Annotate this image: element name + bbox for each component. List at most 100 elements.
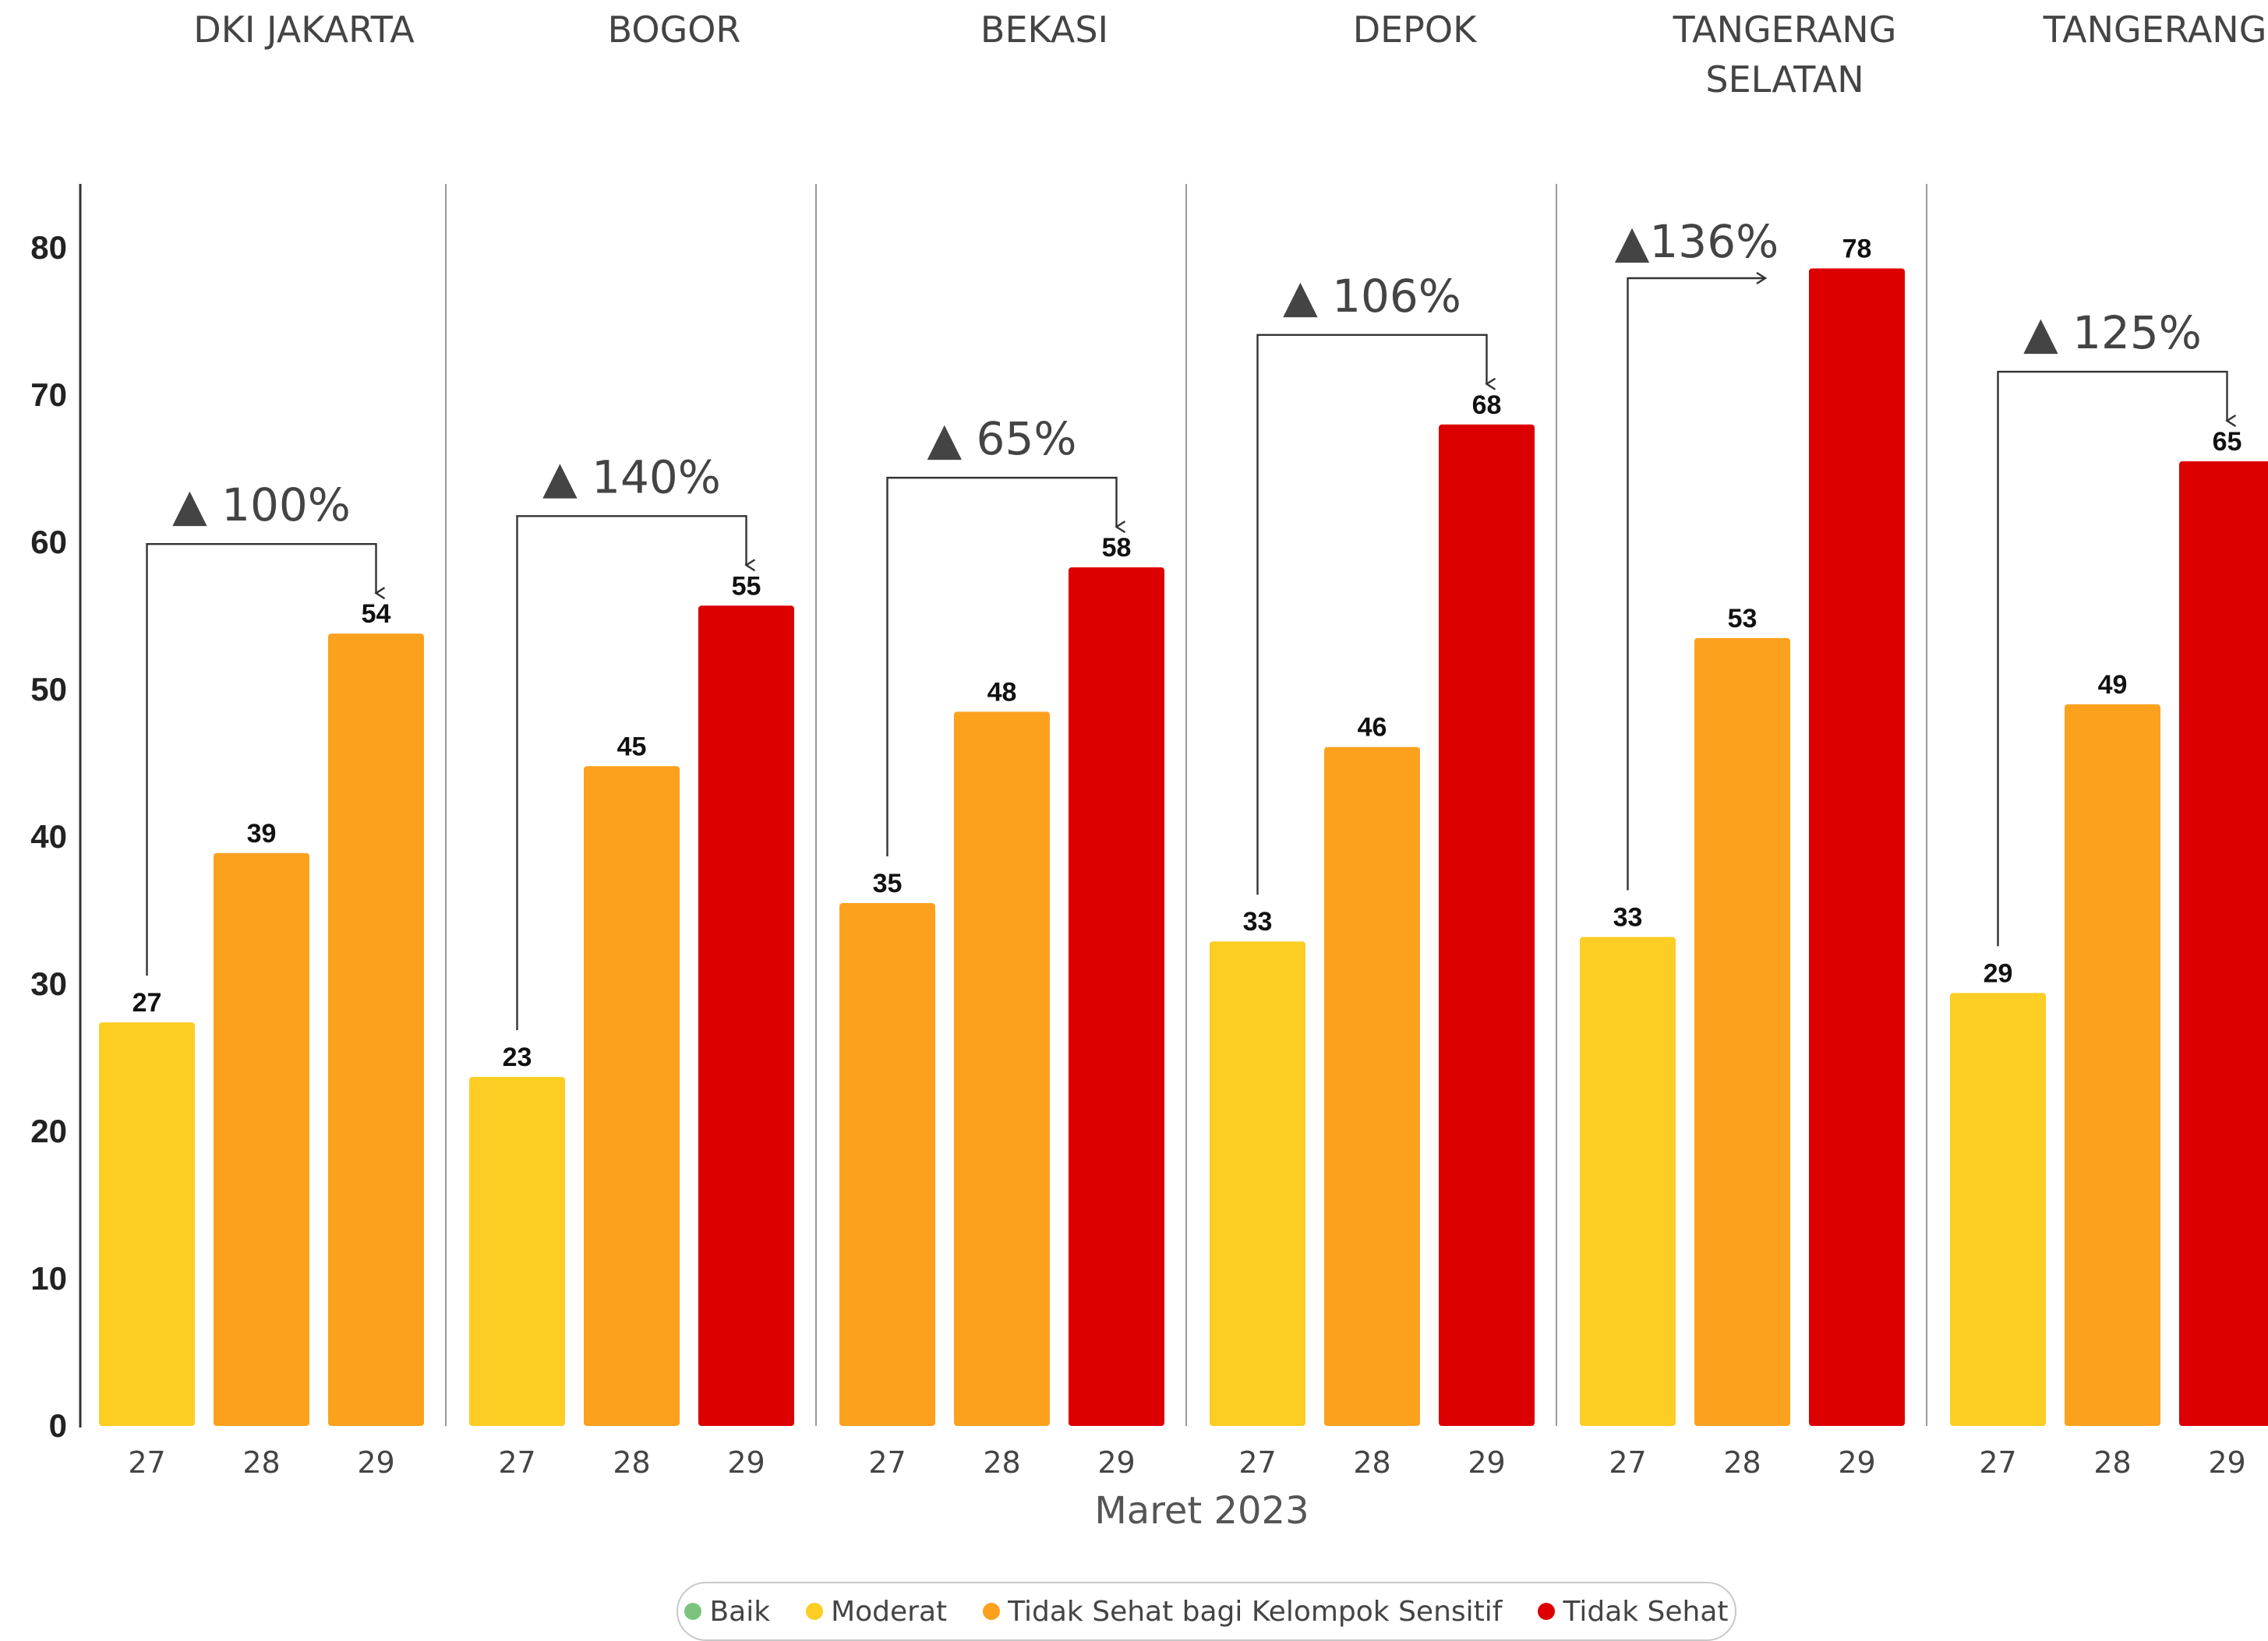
panel-tangerang-selatan: TANGERANG SELATAN 33 27 53 28 78 29 ▲136% [1556, 9, 1905, 1480]
y-tick-label: 10 [30, 1260, 67, 1297]
x-tick-label: 27 [868, 1445, 906, 1480]
bar [1580, 937, 1676, 1426]
bar-value-label: 78 [1842, 234, 1872, 263]
bar [1324, 746, 1420, 1426]
bar-value-label: 68 [1472, 390, 1502, 420]
panel-title: DKI JAKARTA [193, 9, 415, 51]
bar-value-label: 33 [1243, 907, 1273, 937]
bar [1950, 993, 2046, 1426]
bar-value-label: 27 [132, 988, 162, 1018]
bar-value-label: 53 [1728, 604, 1758, 633]
panel-title: SELATAN [1705, 58, 1864, 101]
x-tick-label: 28 [2093, 1445, 2131, 1480]
y-axis: 0 10 20 30 40 50 60 70 80 [30, 184, 82, 1444]
change-percent-label: ▲136% [1615, 215, 1779, 268]
bar [328, 633, 424, 1426]
x-tick-label: 29 [727, 1445, 765, 1480]
change-bracket [1627, 278, 1766, 891]
x-tick-label: 27 [128, 1445, 165, 1480]
bar-value-label: 33 [1613, 903, 1643, 933]
bar [1210, 941, 1305, 1426]
panel-title: BEKASI [980, 9, 1108, 51]
x-tick-label: 27 [1979, 1445, 2016, 1480]
x-tick-label: 29 [1838, 1445, 1875, 1480]
bar-value-label: 46 [1358, 713, 1387, 743]
change-percent-label: ▲ 140% [542, 450, 721, 503]
bar [954, 711, 1050, 1426]
change-percent-label: ▲ 106% [1283, 270, 1461, 323]
y-tick-label: 70 [30, 376, 67, 413]
y-tick-label: 0 [49, 1407, 67, 1444]
bar-value-label: 65 [2213, 427, 2242, 457]
bar-value-label: 45 [617, 732, 647, 761]
x-tick-label: 29 [357, 1445, 394, 1480]
y-tick-label: 20 [30, 1113, 67, 1149]
x-tick-label: 28 [1723, 1445, 1761, 1480]
panel-title: DEPOK [1353, 9, 1478, 51]
panel-bogor: BOGOR 23 27 45 28 55 29 ▲ 140% [445, 9, 794, 1480]
y-tick-label: 50 [30, 671, 67, 708]
bar [214, 852, 309, 1426]
x-tick-label: 28 [613, 1445, 650, 1480]
bar [1809, 268, 1905, 1427]
panel-title: TANGERANG [1673, 9, 1897, 51]
bar [99, 1022, 195, 1426]
x-tick-label: 27 [1238, 1445, 1276, 1480]
y-tick-label: 40 [30, 818, 67, 855]
change-bracket [516, 515, 747, 1031]
panel-tangerang: TANGERANG 29 27 49 28 65 29 ▲ 125% [1926, 9, 2268, 1480]
x-tick-label: 29 [1468, 1445, 1505, 1480]
bar-value-label: 49 [2098, 670, 2128, 700]
legend-label: Moderat [831, 1595, 948, 1628]
bar-value-label: 48 [987, 677, 1017, 707]
x-axis-title: Maret 2023 [1094, 1489, 1309, 1533]
change-percent-label: ▲ 125% [2023, 306, 2202, 359]
change-bracket [1997, 370, 2227, 947]
legend-item: Moderat [806, 1596, 947, 1628]
panel-bekasi: BEKASI 35 27 48 28 58 29 ▲ 65% [815, 9, 1164, 1480]
bar-value-label: 29 [1984, 958, 2013, 988]
legend-swatch [806, 1603, 824, 1620]
legend-swatch [983, 1603, 1001, 1620]
bar [839, 903, 935, 1426]
legend-item: Tidak Sehat bagi Kelompok Sensitif [983, 1596, 1502, 1628]
change-bracket [886, 476, 1117, 857]
panel-dki-jakarta: DKI JAKARTA 27 27 39 28 54 29 ▲ 100% [99, 9, 424, 1480]
legend-swatch [1538, 1603, 1556, 1620]
x-tick-label: 29 [1097, 1445, 1135, 1480]
bar [584, 766, 680, 1426]
bar [2065, 704, 2160, 1426]
chart-panels: DKI JAKARTA 27 27 39 28 54 29 ▲ 100% BOGOR 23 27 45… [99, 9, 2268, 1480]
bar [1069, 567, 1164, 1426]
legend-item: Tidak Sehat [1538, 1596, 1729, 1628]
bar-value-label: 39 [247, 819, 277, 849]
y-tick-label: 30 [30, 965, 67, 1002]
y-tick-label: 80 [30, 229, 67, 266]
change-percent-label: ▲ 65% [927, 412, 1077, 465]
bar [469, 1077, 565, 1426]
x-tick-label: 28 [242, 1445, 280, 1480]
bar-value-label: 23 [503, 1043, 532, 1072]
x-tick-label: 28 [983, 1445, 1020, 1480]
bar-value-label: 58 [1102, 533, 1132, 563]
x-tick-label: 27 [1609, 1445, 1646, 1480]
bar-value-label: 54 [362, 599, 391, 629]
panel-depok: DEPOK 33 27 46 28 68 29 ▲ 106% [1185, 9, 1535, 1480]
change-percent-label: ▲ 100% [172, 478, 351, 531]
change-bracket [146, 542, 376, 976]
bar-value-label: 55 [732, 571, 761, 601]
x-tick-label: 28 [1353, 1445, 1390, 1480]
legend-item: Baik [684, 1596, 770, 1628]
legend-swatch [684, 1603, 702, 1620]
y-tick-label: 60 [30, 524, 67, 560]
panel-title: TANGERANG [2043, 9, 2267, 51]
legend-label: Baik [709, 1595, 771, 1628]
x-tick-label: 29 [2208, 1445, 2245, 1480]
panel-title: BOGOR [608, 9, 741, 51]
legend-label: Tidak Sehat bagi Kelompok Sensitif [1008, 1595, 1503, 1628]
chart-legend: Baik Moderat Tidak Sehat bagi Kelompok Sen… [677, 1582, 1736, 1641]
bar [1694, 637, 1790, 1426]
bar [2179, 461, 2268, 1426]
x-tick-label: 27 [498, 1445, 535, 1480]
